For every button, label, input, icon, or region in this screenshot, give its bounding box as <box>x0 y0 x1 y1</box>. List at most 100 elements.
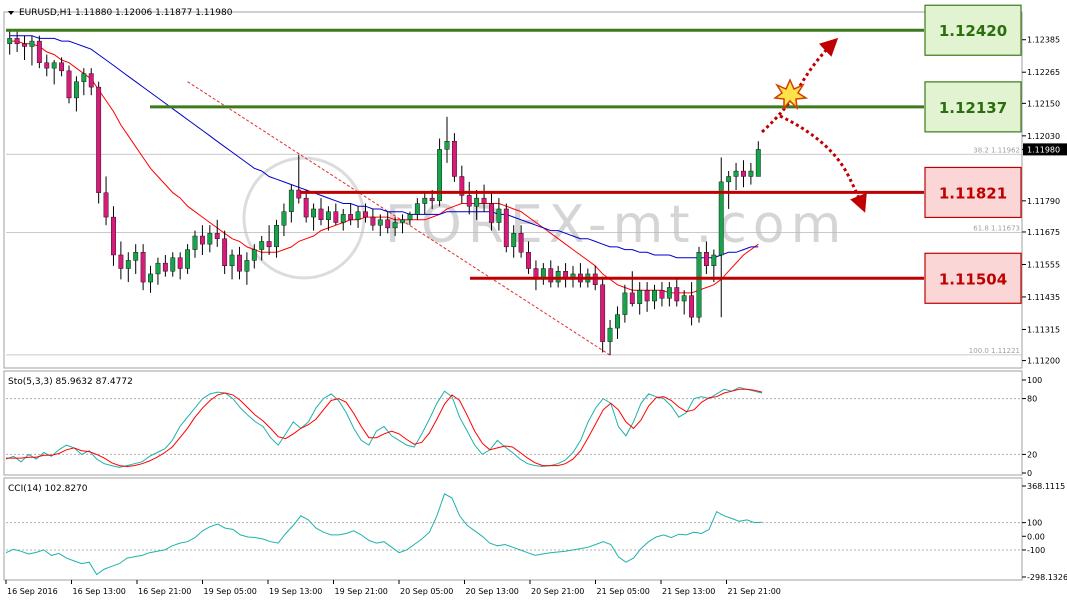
candle-body <box>377 219 383 226</box>
candle-body <box>170 257 176 272</box>
cci-y-tick-label: -100 <box>1027 546 1045 555</box>
candle-body <box>44 62 50 69</box>
candle-body <box>133 252 139 261</box>
current-price-label: 1.11980 <box>1027 145 1060 154</box>
candle-body <box>600 284 606 342</box>
candle-body <box>251 249 257 261</box>
price-y-tick-label: 1.11315 <box>1027 325 1060 334</box>
candle-body <box>414 203 420 215</box>
support-level-label: 1.11821 <box>939 184 1007 202</box>
symbol-header: EURUSD,H1 1.11880 1.12006 1.11877 1.1198… <box>19 8 233 18</box>
candle-body <box>741 170 746 177</box>
candle-body <box>622 292 628 315</box>
price-y-tick-label: 1.12030 <box>1027 132 1060 141</box>
price-y-tick-label: 1.11435 <box>1027 293 1060 302</box>
stochastic-series-line <box>5 386 763 468</box>
x-tick-label: 21 Sep 05:00 <box>597 587 650 596</box>
candle-body <box>214 233 220 239</box>
candle-body <box>244 260 250 272</box>
candle-body <box>392 222 398 229</box>
candle-body <box>207 233 213 245</box>
candle-body <box>7 38 13 44</box>
moving-average-line <box>9 35 759 259</box>
candle-body <box>659 289 665 299</box>
candle-body <box>340 214 346 223</box>
candle-body <box>96 86 102 193</box>
candle-body <box>703 252 709 267</box>
svg-text:FOREX-mt.com: FOREX-mt.com <box>385 195 847 255</box>
support-level-box <box>924 252 1022 304</box>
x-tick-label: 16 Sep 21:00 <box>138 587 191 596</box>
candle-body <box>615 314 620 329</box>
candle-body <box>422 197 428 204</box>
triangle-down-icon[interactable] <box>8 11 14 15</box>
candle-body <box>607 327 613 342</box>
candle-body <box>363 211 368 218</box>
candle-body <box>437 149 443 202</box>
candle-body <box>148 273 153 283</box>
candle-body <box>637 289 643 304</box>
candle-body <box>103 192 109 218</box>
stochastic-y-tick-label: 20 <box>1027 450 1037 459</box>
candle-body <box>22 43 27 47</box>
candle-body <box>185 249 191 269</box>
moving-average-line <box>9 40 759 294</box>
resistance-level-box <box>924 4 1022 56</box>
price-y-tick-label: 1.12265 <box>1027 68 1060 77</box>
x-tick-label: 20 Sep 21:00 <box>531 587 584 596</box>
candle-body <box>311 208 317 218</box>
cci-y-tick-label: -298.1326 <box>1027 573 1067 582</box>
scenario-arrows <box>760 37 867 213</box>
support-level-box <box>924 166 1022 219</box>
price-y-tick-label: 1.12150 <box>1027 99 1060 108</box>
candle-body <box>274 224 279 248</box>
bullish-scenario-arrow <box>760 37 839 134</box>
x-tick-label: 16 Sep 13:00 <box>73 587 126 596</box>
candle-body <box>666 287 672 299</box>
candle-body <box>489 203 494 223</box>
candle-body <box>73 81 79 99</box>
cci-panel <box>3 477 1023 581</box>
candle-body <box>259 241 265 250</box>
price-y-tick-label: 1.11790 <box>1027 197 1060 206</box>
candle-body <box>318 208 324 220</box>
candle-body <box>155 262 161 275</box>
candle-body <box>466 195 472 207</box>
price-y-tick-label: 1.12385 <box>1027 36 1060 45</box>
x-tick-label: 16 Sep 2016 <box>7 587 58 596</box>
candle-body <box>474 197 480 207</box>
candle-body <box>36 40 42 63</box>
candle-body <box>348 214 354 220</box>
candle-body <box>407 214 413 220</box>
fib-level-label: 61.8 1.11673 <box>973 225 1020 233</box>
stochastic-label: Sto(5,3,3) 85.9632 87.4772 <box>8 377 133 387</box>
resistance-level-label: 1.12137 <box>939 99 1007 117</box>
candle-body <box>726 176 732 183</box>
fib-level-label: 38.2 1.11962 <box>973 146 1020 154</box>
stochastic-y-tick-label: 100 <box>1027 376 1042 385</box>
candle-body <box>429 197 435 202</box>
stochastic-series-line <box>6 388 763 468</box>
candle-body <box>118 254 124 269</box>
candle-body <box>526 252 531 269</box>
current-price-box <box>1023 143 1067 156</box>
candle-body <box>511 233 517 248</box>
trend-line <box>187 81 611 356</box>
candle-body <box>303 197 309 218</box>
candle-body <box>59 62 65 72</box>
candle-body <box>325 211 331 220</box>
stochastic-y-tick-label: 80 <box>1027 395 1037 404</box>
candle-body <box>385 219 391 229</box>
candle-body <box>125 260 131 269</box>
resistance-level-label: 1.12420 <box>939 22 1007 40</box>
candle-body <box>548 268 554 283</box>
candle-body <box>355 211 361 220</box>
x-tick-label: 20 Sep 05:00 <box>400 587 453 596</box>
price-y-tick-label: 1.11555 <box>1027 260 1060 269</box>
candle-body <box>14 38 20 44</box>
candle-body <box>266 241 272 248</box>
support-level-label: 1.11504 <box>939 270 1007 288</box>
candle-body <box>177 257 183 269</box>
candle-body <box>88 73 94 88</box>
